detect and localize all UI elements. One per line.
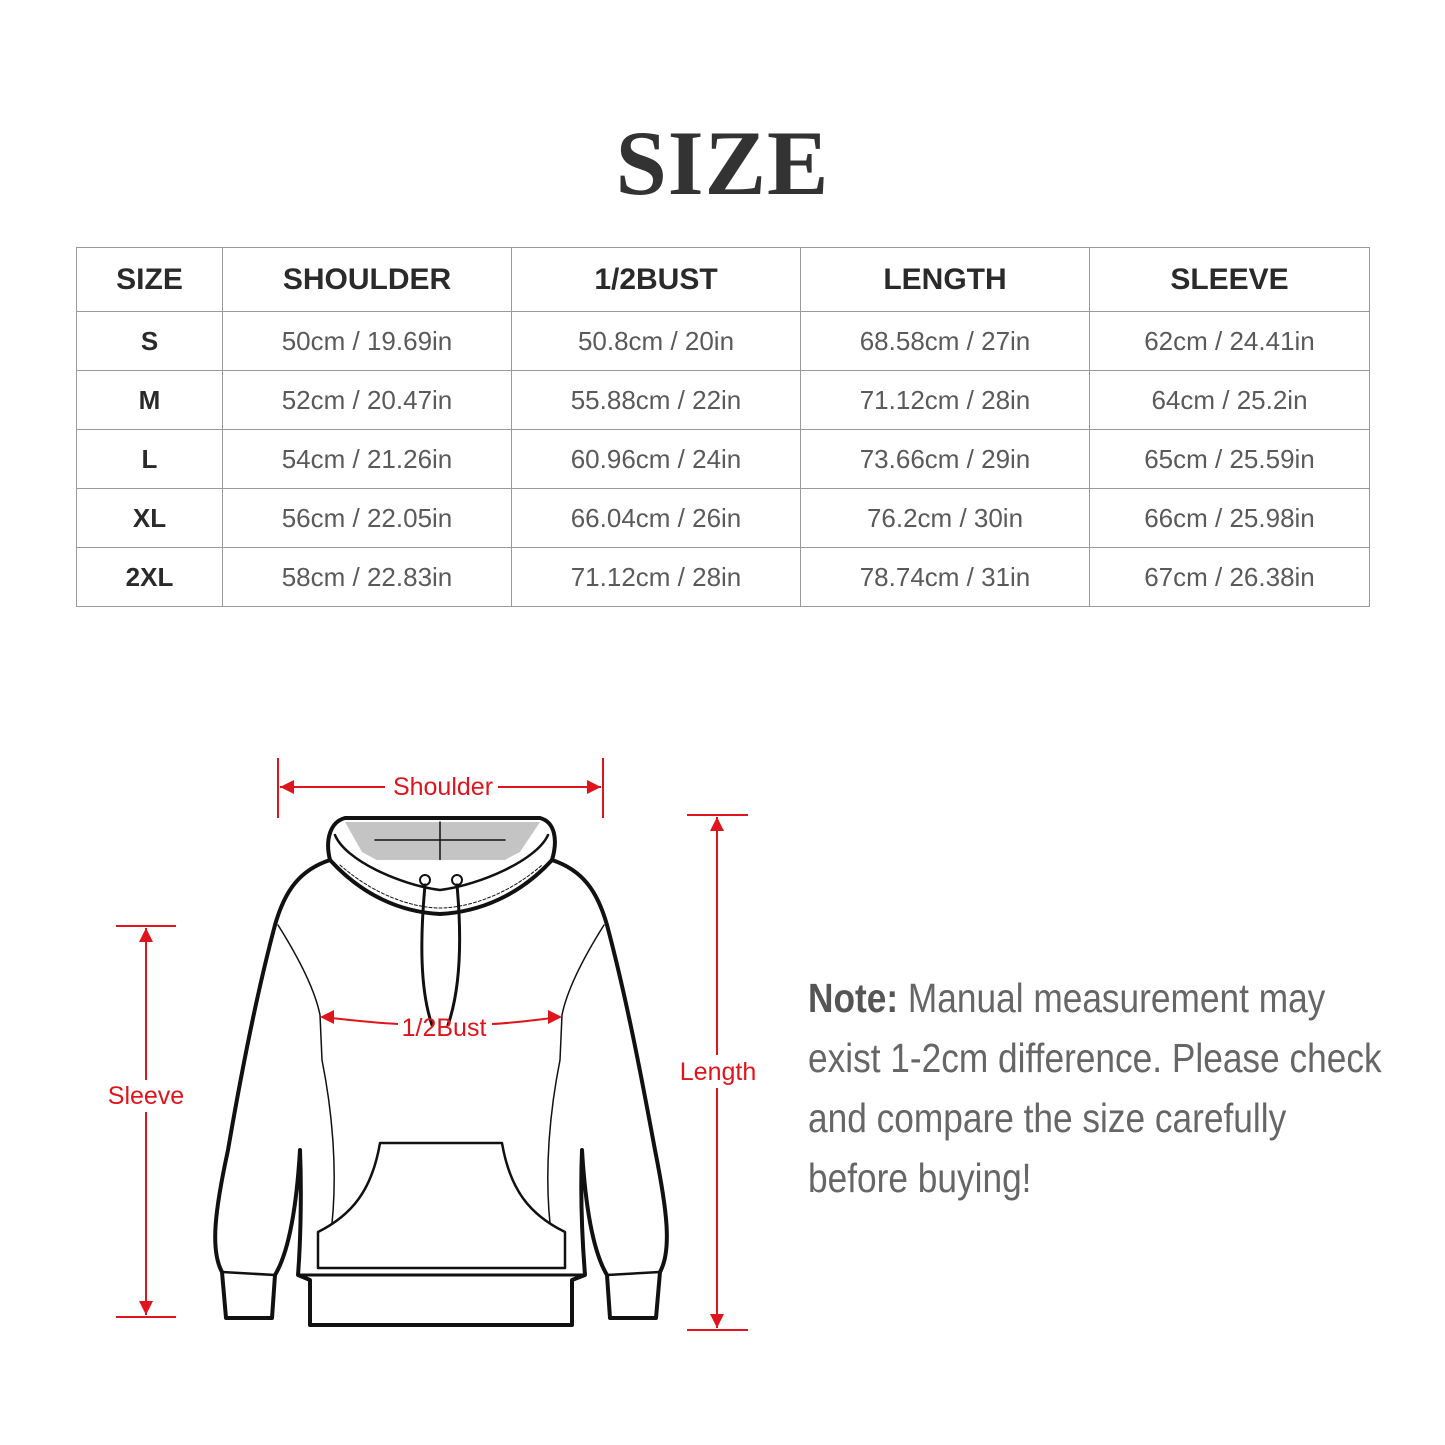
measurement-cell: 54cm / 21.26in <box>222 429 512 489</box>
header-bust: 1/2BUST <box>511 247 801 312</box>
header-length: LENGTH <box>800 247 1090 312</box>
header-size: SIZE <box>76 247 223 312</box>
measurement-cell: 50cm / 19.69in <box>222 311 512 371</box>
measurement-cell: 65cm / 25.59in <box>1089 429 1370 489</box>
measurement-cell: 55.88cm / 22in <box>511 370 801 430</box>
measurement-cell: 60.96cm / 24in <box>511 429 801 489</box>
sleeve-label: Sleeve <box>108 1082 184 1110</box>
hoodie-drawing <box>213 816 669 1327</box>
note-body: Manual measurement may exist 1-2cm diffe… <box>808 975 1382 1201</box>
table-row: M 52cm / 20.47in 55.88cm / 22in 71.12cm / 2… <box>76 370 1370 430</box>
bust-label: 1/2Bust <box>402 1014 487 1042</box>
measurement-cell: 62cm / 24.41in <box>1089 311 1370 371</box>
size-cell: L <box>76 429 223 489</box>
measurement-cell: 67cm / 26.38in <box>1089 547 1370 607</box>
measurement-cell: 64cm / 25.2in <box>1089 370 1370 430</box>
size-table: SIZE SHOULDER 1/2BUST LENGTH SLEEVE S 50c… <box>76 247 1370 607</box>
measurement-cell: 52cm / 20.47in <box>222 370 512 430</box>
measurement-cell: 71.12cm / 28in <box>800 370 1090 430</box>
measurement-cell: 66cm / 25.98in <box>1089 488 1370 548</box>
note-label: Note: <box>808 975 899 1021</box>
table-row: S 50cm / 19.69in 50.8cm / 20in 68.58cm / 27… <box>76 311 1370 371</box>
measurement-cell: 50.8cm / 20in <box>511 311 801 371</box>
length-label: Length <box>680 1058 756 1086</box>
header-sleeve: SLEEVE <box>1089 247 1370 312</box>
table-row: L 54cm / 21.26in 60.96cm / 24in 73.66cm / 2… <box>76 429 1370 489</box>
shoulder-label: Shoulder <box>393 773 493 801</box>
table-row: XL 56cm / 22.05in 66.04cm / 26in 76.2cm / 3… <box>76 488 1370 548</box>
measurement-cell: 66.04cm / 26in <box>511 488 801 548</box>
measurement-cell: 78.74cm / 31in <box>800 547 1090 607</box>
measurement-arrows <box>116 758 748 1331</box>
measurement-cell: 56cm / 22.05in <box>222 488 512 548</box>
size-cell: 2XL <box>76 547 223 607</box>
size-cell: M <box>76 370 223 430</box>
size-cell: XL <box>76 488 223 548</box>
measurement-cell: 58cm / 22.83in <box>222 547 512 607</box>
page-title: SIZE <box>615 112 830 214</box>
table-row: 2XL 58cm / 22.83in 71.12cm / 28in 78.74cm /… <box>76 547 1370 607</box>
table-header-row: SIZE SHOULDER 1/2BUST LENGTH SLEEVE <box>76 247 1370 312</box>
note-text: Note: Manual measurement may exist 1-2cm… <box>808 968 1393 1208</box>
size-cell: S <box>76 311 223 371</box>
